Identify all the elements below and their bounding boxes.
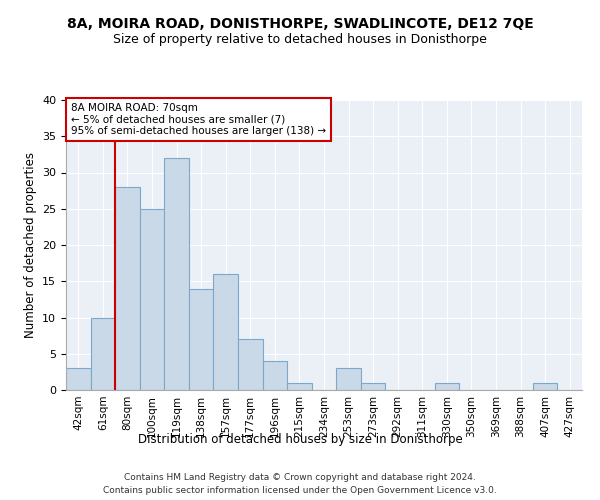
Bar	[91, 318, 115, 390]
Bar	[238, 339, 263, 390]
Bar	[164, 158, 189, 390]
Text: Contains public sector information licensed under the Open Government Licence v3: Contains public sector information licen…	[103, 486, 497, 495]
Bar	[214, 274, 238, 390]
Text: Size of property relative to detached houses in Donisthorpe: Size of property relative to detached ho…	[113, 32, 487, 46]
Bar	[263, 361, 287, 390]
Bar	[434, 383, 459, 390]
Bar	[336, 368, 361, 390]
Bar	[189, 288, 214, 390]
Text: Contains HM Land Registry data © Crown copyright and database right 2024.: Contains HM Land Registry data © Crown c…	[124, 472, 476, 482]
Bar	[66, 368, 91, 390]
Bar	[361, 383, 385, 390]
Bar	[140, 209, 164, 390]
Bar	[115, 187, 140, 390]
Text: 8A MOIRA ROAD: 70sqm
← 5% of detached houses are smaller (7)
95% of semi-detache: 8A MOIRA ROAD: 70sqm ← 5% of detached ho…	[71, 103, 326, 136]
Text: Distribution of detached houses by size in Donisthorpe: Distribution of detached houses by size …	[137, 432, 463, 446]
Bar	[287, 383, 312, 390]
Y-axis label: Number of detached properties: Number of detached properties	[23, 152, 37, 338]
Bar	[533, 383, 557, 390]
Text: 8A, MOIRA ROAD, DONISTHORPE, SWADLINCOTE, DE12 7QE: 8A, MOIRA ROAD, DONISTHORPE, SWADLINCOTE…	[67, 18, 533, 32]
